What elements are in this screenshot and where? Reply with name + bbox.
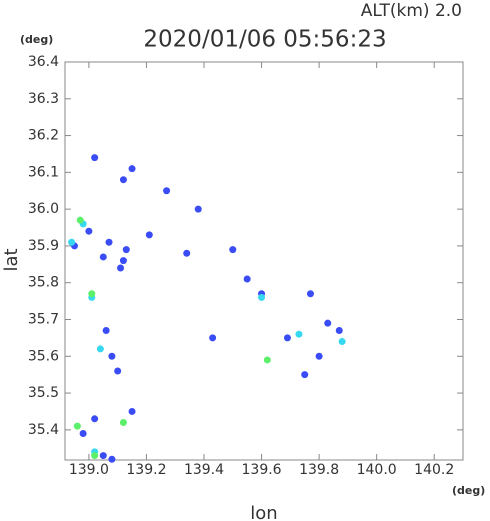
- radar-echo: [108, 352, 116, 360]
- y-tick-label: 35.6: [28, 348, 59, 364]
- y-tick-label: 35.9: [28, 238, 59, 254]
- radar-echo: [128, 165, 136, 173]
- radar-echo: [315, 352, 323, 360]
- y-unit: (deg): [20, 33, 53, 46]
- chart-title: 2020/01/06 05:56:23: [143, 27, 386, 53]
- radar-echo: [301, 371, 309, 379]
- y-tick-label: 35.4: [28, 422, 59, 438]
- y-tick-label: 35.5: [28, 385, 59, 401]
- x-label: lon: [250, 503, 277, 521]
- x-tick-label: 140.2: [414, 462, 454, 478]
- x-tick-label: 139.8: [299, 462, 339, 478]
- radar-echo: [105, 238, 113, 246]
- radar-echo: [85, 227, 93, 235]
- radar-echo: [283, 334, 291, 342]
- radar-echo: [102, 327, 110, 335]
- x-tick-label: 139.0: [69, 462, 109, 478]
- y-tick-label: 35.7: [28, 311, 59, 327]
- radar-echo: [194, 205, 202, 213]
- radar-echo: [295, 330, 303, 338]
- radar-echo: [68, 238, 76, 246]
- radar-echo: [128, 407, 136, 415]
- radar-echo: [114, 367, 122, 375]
- y-tick-label: 35.8: [28, 275, 59, 291]
- plot-frame: [64, 61, 464, 461]
- radar-echo: [338, 338, 346, 346]
- x-tick-label: 140.0: [357, 462, 397, 478]
- chart-subtitle: ALT(km) 2.0: [361, 1, 462, 21]
- radar-echo: [209, 334, 217, 342]
- radar-echo: [306, 290, 314, 298]
- radar-echo: [99, 452, 107, 460]
- radar-echo: [163, 187, 171, 195]
- radar-echo: [243, 275, 251, 283]
- radar-echo: [324, 319, 332, 327]
- radar-echo: [76, 216, 84, 224]
- radar-echo: [119, 418, 127, 426]
- x-tick-label: 139.6: [242, 462, 282, 478]
- radar-echo: [119, 176, 127, 184]
- radar-echo: [122, 246, 130, 254]
- radar-echo: [91, 415, 99, 423]
- x-tick-label: 139.4: [184, 462, 224, 478]
- radar-echo: [99, 253, 107, 261]
- radar-echo: [117, 264, 125, 272]
- radar-echo: [96, 345, 104, 353]
- radar-echo: [119, 257, 127, 265]
- x-unit: (deg): [452, 484, 485, 497]
- x-tick-label: 139.2: [126, 462, 166, 478]
- radar-echo: [88, 290, 96, 298]
- y-tick-label: 36.1: [28, 164, 59, 180]
- radar-echo: [258, 293, 266, 301]
- y-tick-label: 36.0: [28, 201, 59, 217]
- y-tick-label: 36.3: [28, 91, 59, 107]
- radar-echo: [335, 327, 343, 335]
- radar-echo: [73, 422, 81, 430]
- y-tick-label: 36.2: [28, 128, 59, 144]
- radar-echo: [263, 356, 271, 364]
- y-label: lat: [1, 248, 22, 271]
- radar-echo: [183, 249, 191, 257]
- radar-echo: [91, 154, 99, 162]
- radar-echo: [145, 231, 153, 239]
- radar-echo: [91, 452, 99, 460]
- radar-echo: [229, 246, 237, 254]
- radar-echo: [79, 430, 87, 438]
- y-tick-label: 36.4: [28, 54, 59, 70]
- radar-echo: [108, 455, 116, 463]
